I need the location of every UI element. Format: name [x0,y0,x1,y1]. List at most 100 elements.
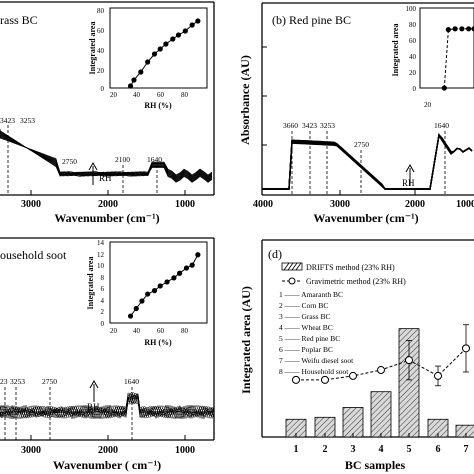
c-inset-y-tick-10: 10 [97,262,105,270]
bar-drifts [342,407,364,438]
d-x-tick: 5 [407,444,412,455]
d-sample-6: 6 —— Poplar BC [279,345,333,354]
point-gravimetric [377,366,385,375]
spectra-c [0,392,215,420]
b-peak-1640: 1640 [434,121,449,130]
inset-c-point [195,252,201,258]
a-inset-x-label: RH (%) [144,101,172,110]
bars-d: 1 2 3 4 5 6 7 [285,324,474,455]
spectrum-a-trace [0,129,213,176]
a-peak-2100: 2100 [115,155,130,164]
point-gravimetric [462,344,470,353]
c-x-tick-3000: 3000 [21,445,41,456]
b-inset-x-tick-20: 20 [424,101,432,109]
d-sample-3: 3 —— Grass BC [279,312,330,321]
c-inset-frame [109,241,208,324]
c-peak-3423: 23 [0,377,8,386]
b-inset-y-tick-60: 60 [409,37,417,45]
spectrum-b-trace [262,132,473,190]
panel-b: 4000 3000 2000 1000 Wavenumber (cm⁻¹) Ab… [238,2,474,225]
c-x-label: Wavenumber ( cm⁻¹) [53,458,161,472]
a-inset-y-tick-40: 40 [97,47,105,55]
inset-a-point [175,32,182,38]
inset-a-point [127,83,134,89]
d-x-tick: 3 [351,444,356,455]
d-x-tick: 4 [379,444,384,455]
a-x-tick-2000: 2000 [98,199,118,210]
c-rh-label: RH [87,402,100,412]
d-sample-2: 2 —— Corn BC [279,301,328,310]
b-title: (b) Red pine BC [272,13,351,27]
c-x-tick-1000: 1000 [175,445,195,456]
legend-circle-icon [288,277,296,285]
panel-a: 3000 2000 1000 Wavenumber (cm⁻¹) rass BC… [0,1,215,225]
a-inset-x-tick-40: 40 [133,91,141,99]
c-peak-3253: 3253 [10,377,25,386]
a-inset-y-label: Integrated area [88,22,97,75]
inset-b-point [452,26,458,32]
a-inset-y-tick-0: 0 [101,85,105,93]
d-title: (d) [268,247,282,261]
panel-c: 3000 2000 1000 Wavenumber ( cm⁻¹) ouseho… [0,237,215,472]
inset-b [441,26,474,91]
point-gravimetric [349,371,357,380]
spectrum-a-trace [0,130,213,179]
a-peak-2750: 2750 [62,157,77,166]
a-inset-y-tick-60: 60 [97,27,105,35]
a-inset-x-tick-80: 80 [181,91,189,99]
b-peak-2750: 2750 [354,140,369,149]
spectrum-a-trace [0,130,213,180]
spectrum-a-trace [0,129,213,176]
b-x-tick-2000: 2000 [405,199,425,210]
inset-c [127,252,201,319]
inset-c-point [189,262,195,268]
d-x-label: BC samples [345,458,406,472]
b-x-tick-1000: 1000 [456,199,474,210]
c-inset-x-label: RH (%) [144,338,172,347]
point-gravimetric [405,356,413,365]
b-inset-y-tick-20: 20 [409,69,417,77]
c-inset-y-tick-4: 4 [101,297,105,305]
spectrum-a-trace [0,129,213,178]
legend-hatch-icon [283,262,302,271]
spectrum-a-trace [0,130,213,179]
inset-c-point [164,279,170,285]
c-inset-y-tick-14: 14 [97,239,105,247]
d-x-tick: 6 [436,444,441,455]
inset-c-point [139,298,145,304]
a-peak-3253: 3253 [20,116,35,125]
b-inset-y-label: Integrated area [391,24,400,77]
b-inset-y-tick-100: 100 [406,5,417,13]
inset-c-point [151,288,158,294]
inset-a-point [151,51,158,57]
spectrum-a-trace [0,129,213,177]
c-inset-x-tick-60: 60 [157,327,165,335]
inset-a-point [195,18,201,24]
spectrum-c-trace [0,392,215,420]
inset-a-point [131,77,137,83]
inset-b-point [466,26,472,32]
a-x-label: Wavenumber (cm⁻¹) [54,211,159,225]
spectra-a [0,129,213,183]
inset-b-point [459,26,465,32]
inset-a-point [145,59,151,65]
inset-c-point [171,275,177,281]
spectra-b [262,132,473,190]
c-peak-1640: 1640 [124,377,139,386]
bar-drifts [455,424,474,438]
a-title: rass BC [0,13,38,27]
legend-drifts: DRIFTS method (23% RH) [306,263,395,272]
c-inset-y-label: Integrated area [86,257,95,310]
inset-a-point [163,41,169,47]
b-x-tick-4000: 4000 [253,199,273,210]
c-inset-x-tick-20: 20 [110,327,118,335]
inset-b-point [441,85,447,91]
point-gravimetric [321,375,329,384]
d-x-tick: 2 [323,444,328,455]
c-peak-2750: 2750 [42,377,57,386]
a-peak-1640: 1640 [147,155,162,164]
a-rh-arrow-icon [88,161,98,171]
c-inset-y-tick-0: 0 [101,320,105,328]
